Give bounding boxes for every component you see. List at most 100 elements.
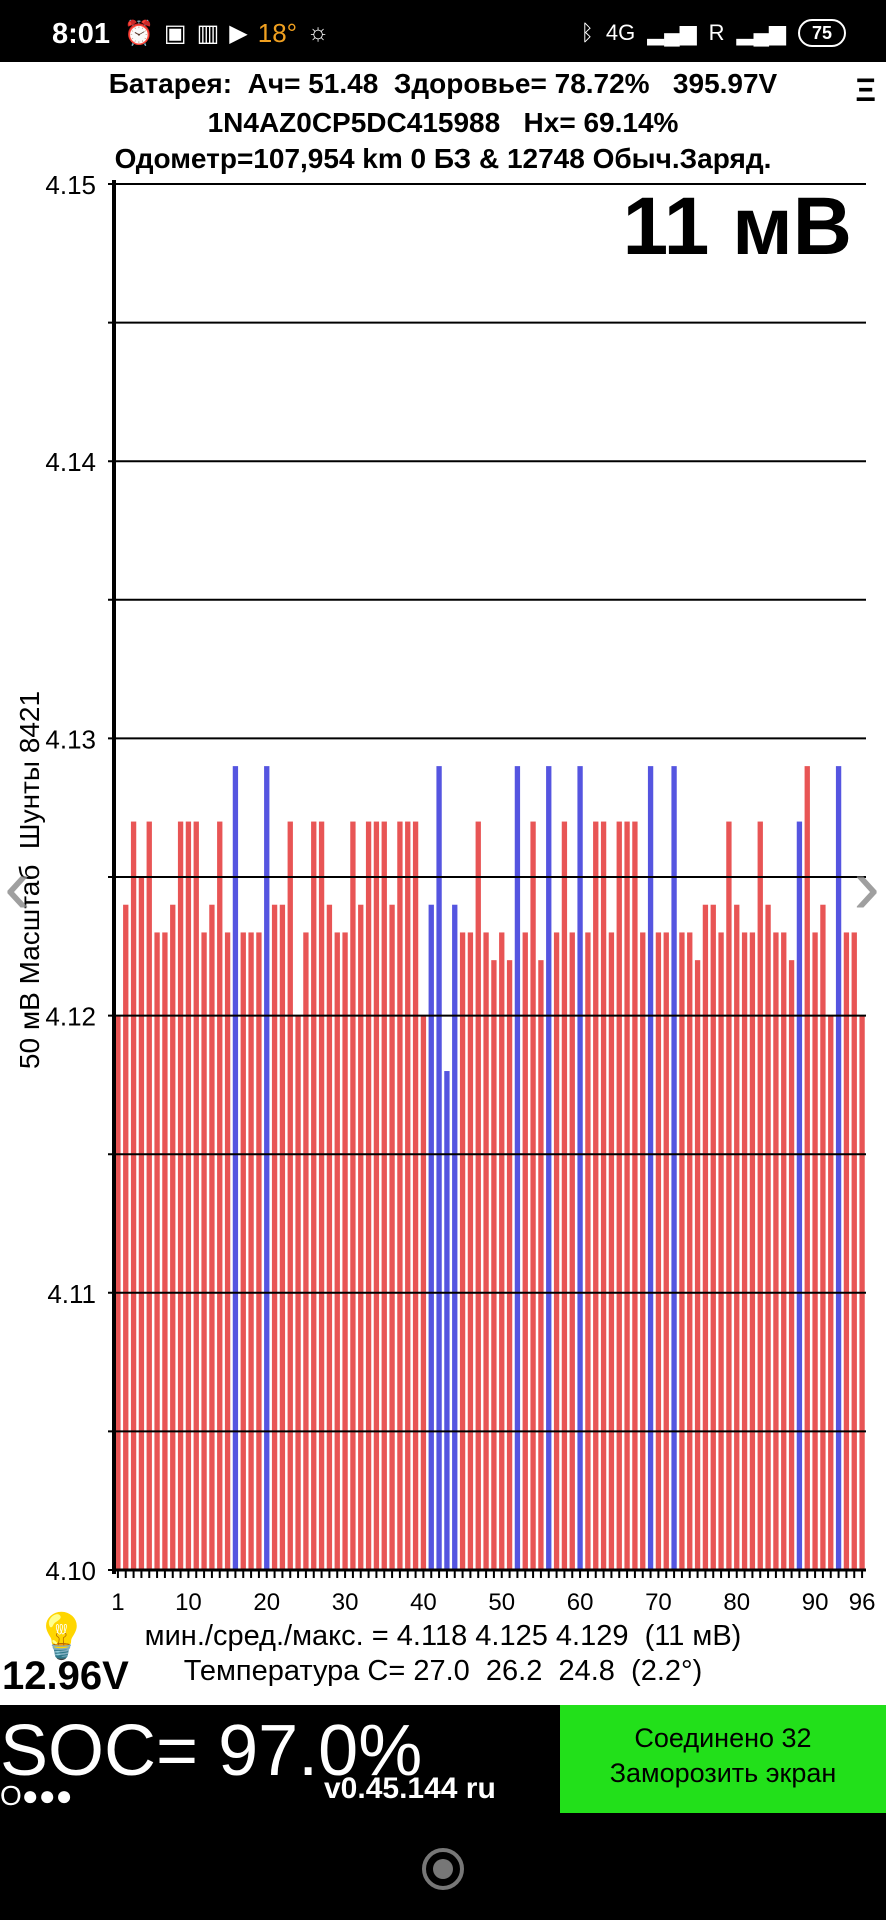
connection-status: Соединено 32 — [634, 1723, 812, 1753]
bluetooth-icon: ᛒ — [580, 20, 594, 45]
bar-cell-54 — [530, 821, 536, 1570]
bar-cell-25 — [303, 932, 309, 1570]
signal-icon: ▂▄▆ — [647, 20, 697, 45]
bar-cell-73 — [679, 932, 685, 1570]
app-version: v0.45.144 ru — [324, 1772, 496, 1805]
bar-cell-72 — [671, 766, 677, 1570]
bar-cell-51 — [506, 960, 513, 1570]
bar-cell-37 — [397, 821, 403, 1570]
bar-cell-29 — [334, 932, 340, 1570]
bar-cell-14 — [217, 821, 223, 1570]
bar-cell-76 — [702, 904, 709, 1570]
bar-cell-42 — [436, 766, 442, 1570]
bar-cell-53 — [522, 932, 528, 1570]
y-tick-label-0: 4.15 — [45, 170, 96, 200]
bar-cell-20 — [264, 766, 270, 1570]
bar-cell-22 — [279, 904, 286, 1570]
bar-cell-68 — [640, 932, 646, 1570]
bar-cell-3 — [130, 821, 137, 1570]
y-tick-label-2: 4.13 — [45, 724, 96, 754]
bar-cell-94 — [843, 932, 850, 1570]
bar-cell-55 — [538, 960, 544, 1570]
bar-cell-17 — [240, 932, 246, 1570]
x-tick-label-3: 30 — [332, 1589, 359, 1610]
weather-temperature: 18° — [257, 17, 298, 48]
bar-cell-63 — [600, 821, 607, 1570]
odometer-line: Одометр=107,954 km 0 БЗ & 12748 Обыч.Зар… — [114, 143, 772, 174]
app-icon: ▣ — [163, 19, 187, 47]
x-tick-label-4: 40 — [410, 1589, 437, 1610]
bar-cell-28 — [326, 904, 333, 1570]
bar-cell-10 — [185, 821, 192, 1570]
bar-cell-5 — [146, 821, 152, 1570]
bar-cell-84 — [765, 904, 771, 1570]
status-bar: 8:01 ⏰ ▣ ▥ ▶ 18° ☼ ᛒ 4G ▂▄▆ R ▂▄▆ 75 — [0, 0, 886, 62]
bar-cell-35 — [381, 821, 387, 1570]
bar-cell-70 — [655, 932, 662, 1570]
bar-cell-83 — [757, 821, 763, 1570]
bar-cell-12 — [201, 932, 207, 1570]
bar-cell-75 — [694, 960, 701, 1570]
bar-cell-89 — [804, 766, 810, 1570]
bar-cell-64 — [608, 932, 615, 1570]
bar-cell-47 — [475, 821, 481, 1570]
bar-cell-9 — [177, 821, 184, 1570]
x-tick-label-10: 96 — [849, 1589, 876, 1610]
battery-indicator: 75 — [797, 19, 846, 47]
next-page-icon[interactable]: › — [853, 841, 880, 930]
bar-cell-90 — [812, 932, 818, 1570]
bar-cell-56 — [546, 766, 552, 1570]
x-tick-label-2: 20 — [253, 1589, 280, 1610]
bar-cell-30 — [342, 932, 348, 1570]
bar-cell-62 — [593, 821, 599, 1570]
bar-cell-57 — [553, 932, 560, 1570]
bar-cell-77 — [710, 904, 716, 1570]
bar-cell-65 — [616, 821, 622, 1570]
x-tick-label-8: 80 — [723, 1589, 750, 1610]
status-right-icons: ᛒ 4G ▂▄▆ R ▂▄▆ 75 — [581, 16, 846, 50]
alarm-icon: ⏰ — [124, 19, 154, 47]
menu-icon[interactable]: Ξ — [855, 72, 876, 108]
bar-cell-49 — [491, 960, 497, 1570]
previous-page-icon[interactable]: ‹ — [4, 841, 31, 930]
x-tick-label-0: 1 — [111, 1589, 124, 1610]
bar-cell-81 — [741, 932, 748, 1570]
home-button-icon[interactable] — [422, 1848, 464, 1890]
bar-cell-15 — [224, 932, 231, 1570]
bar-cell-58 — [561, 821, 568, 1570]
y-tick-label-4: 4.11 — [47, 1279, 96, 1309]
y-tick-label-5: 4.10 — [45, 1556, 96, 1586]
bar-cell-93 — [835, 766, 842, 1570]
y-tick-label-1: 4.14 — [45, 447, 96, 477]
bar-cell-61 — [585, 932, 591, 1570]
bar-cell-11 — [193, 821, 199, 1570]
bar-cell-91 — [820, 904, 826, 1570]
x-tick-label-7: 70 — [645, 1589, 672, 1610]
light-bulb-icon[interactable]: 💡 — [34, 1612, 89, 1661]
bar-cell-38 — [405, 821, 411, 1570]
x-tick-label-6: 60 — [567, 1589, 594, 1610]
bar-cell-26 — [311, 821, 317, 1570]
bar-cell-85 — [773, 932, 779, 1570]
x-tick-label-9: 90 — [802, 1589, 829, 1610]
bar-cell-2 — [123, 904, 129, 1570]
network-type: 4G — [605, 20, 636, 45]
bar-cell-95 — [851, 932, 857, 1570]
bar-cell-39 — [412, 821, 419, 1570]
bar-cell-66 — [624, 821, 630, 1570]
voltage-spread-label: 11 мВ — [622, 181, 852, 272]
bar-cell-74 — [687, 932, 693, 1570]
12v-battery-voltage: 12.96V — [2, 1654, 129, 1698]
connection-dots: O●●● — [0, 1780, 73, 1811]
bar-cell-48 — [483, 932, 489, 1570]
freeze-screen-button[interactable]: Соединено 32 Заморозить экран — [560, 1705, 886, 1813]
bar-cell-71 — [663, 932, 669, 1570]
bar-cell-34 — [373, 821, 380, 1570]
bar-cell-45 — [459, 932, 466, 1570]
bar-cell-6 — [154, 932, 160, 1570]
bar-cell-50 — [499, 932, 505, 1570]
bar-cell-19 — [256, 932, 262, 1570]
vin-health: 1N4AZ0CP5DC415988 Hx= 69.14% — [207, 107, 679, 138]
bar-cell-23 — [287, 821, 293, 1570]
y-tick-label-3: 4.12 — [45, 1002, 96, 1032]
